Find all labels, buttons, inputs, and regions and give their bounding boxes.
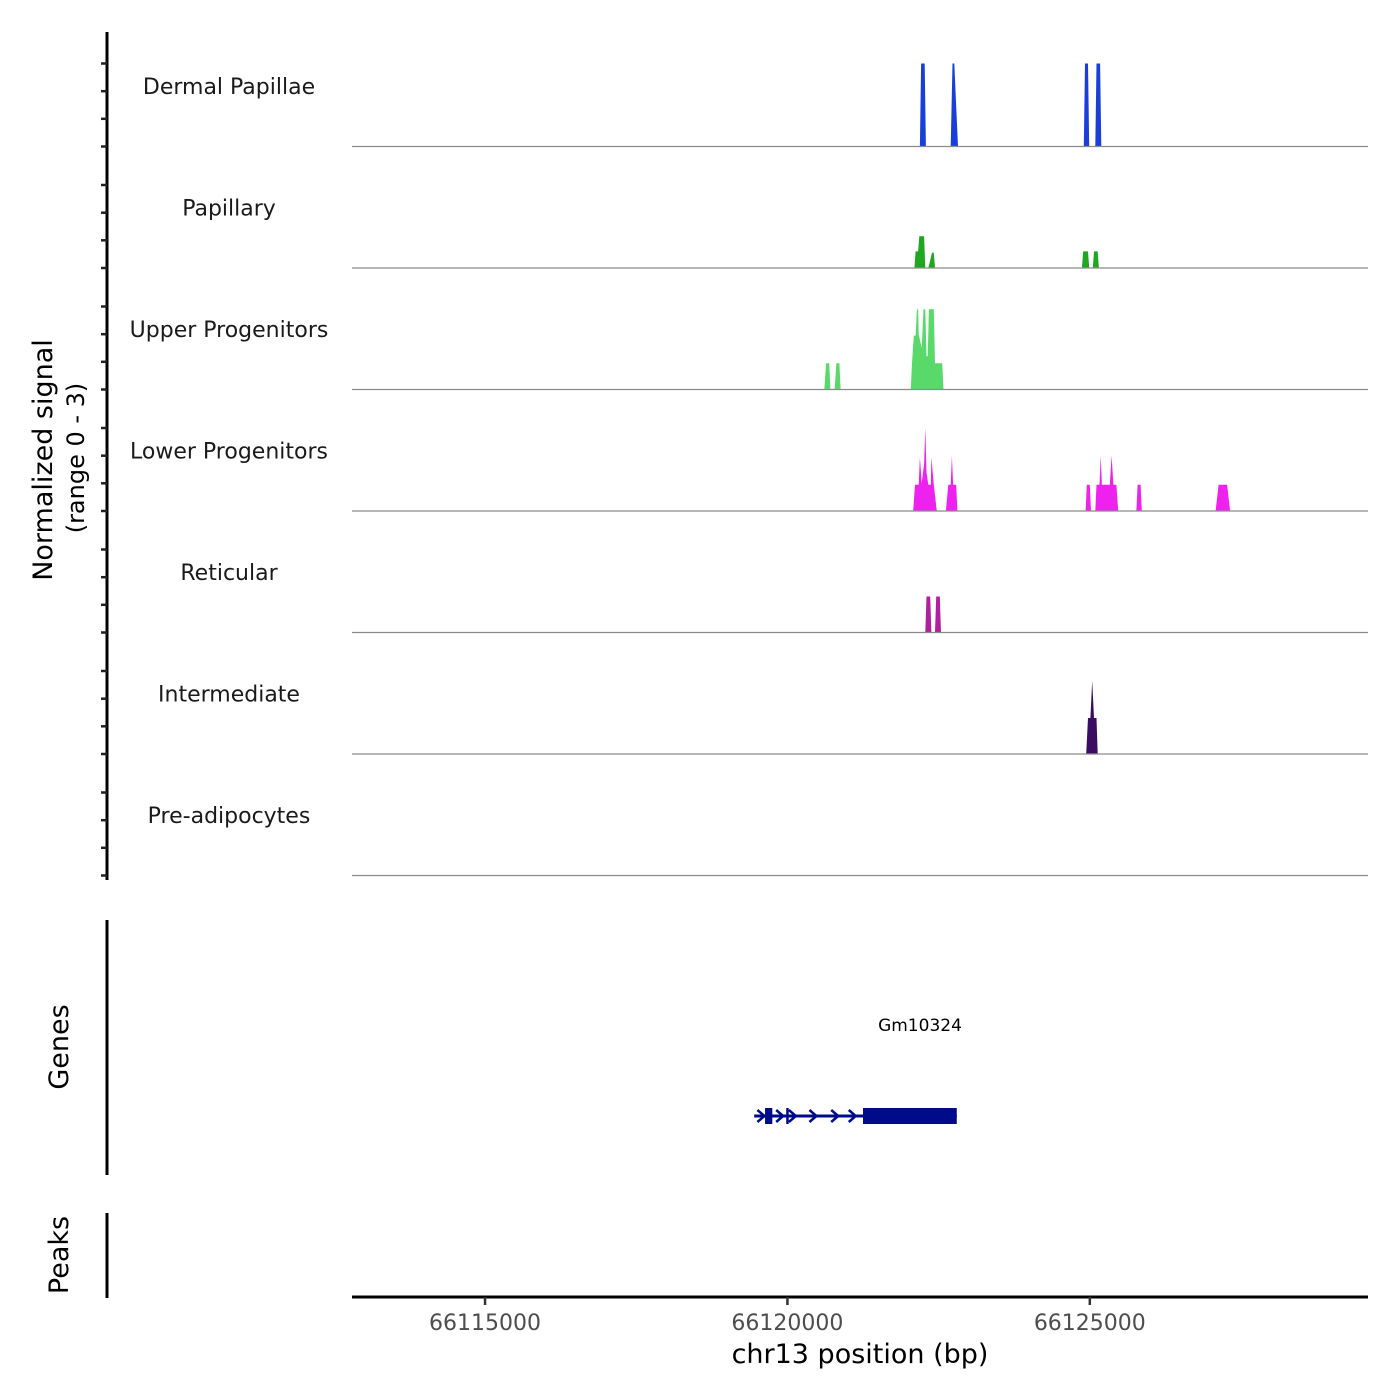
- x-tick-label-66120000: 66120000: [731, 1311, 843, 1336]
- signal-y-axis-ticks: [101, 62, 107, 877]
- track-label-upper-progenitors: Upper Progenitors: [130, 318, 329, 343]
- gene-strand-arrow-0: [756, 1109, 767, 1123]
- track-label-lower-progenitors: Lower Progenitors: [130, 439, 328, 464]
- signal-area-reticular: [352, 596, 1368, 633]
- signal-area-dermal-papillae: [352, 63, 1368, 147]
- y-axis-title-line1: Normalized signal: [28, 339, 59, 581]
- signal-area-intermediate: [352, 680, 1368, 754]
- x-tick-label-66115000: 66115000: [429, 1311, 541, 1336]
- gene-label: Gm10324: [878, 1016, 962, 1036]
- x-tick-label-66125000: 66125000: [1034, 1311, 1146, 1336]
- gene-strand-arrow-4: [830, 1109, 841, 1123]
- x-axis-title: chr13 position (bp): [732, 1339, 989, 1370]
- track-label-reticular: Reticular: [180, 561, 278, 586]
- track-label-intermediate: Intermediate: [158, 682, 300, 707]
- gene-strand-arrow-3: [808, 1109, 819, 1123]
- track-label-pre-adipocytes: Pre-adipocytes: [148, 804, 311, 829]
- gene-exon-0: [765, 1108, 773, 1124]
- gene-track: Gm10324: [754, 1016, 962, 1124]
- gene-model: [754, 1108, 957, 1124]
- track-dermal-papillae: Dermal Papillae: [143, 63, 1368, 148]
- gene-exon-1: [786, 1108, 789, 1124]
- y-axis-title-line2: (range 0 - 3): [62, 383, 90, 534]
- gene-strand-arrow-1: [775, 1109, 786, 1123]
- signal-area-papillary: [352, 236, 1368, 268]
- gene-exon-2: [863, 1108, 957, 1124]
- track-reticular: Reticular: [180, 561, 1368, 634]
- track-label-papillary: Papillary: [182, 196, 276, 221]
- gene-strand-arrow-5: [847, 1109, 858, 1123]
- track-intermediate: Intermediate: [158, 680, 1368, 755]
- track-papillary: Papillary: [182, 196, 1368, 269]
- track-upper-progenitors: Upper Progenitors: [130, 307, 1368, 391]
- signal-area-lower-progenitors: [352, 428, 1368, 511]
- peaks-axis-title: Peaks: [44, 1216, 75, 1294]
- gene-strand-arrow-2: [788, 1109, 798, 1123]
- genes-axis-title: Genes: [44, 1004, 75, 1089]
- track-lower-progenitors: Lower Progenitors: [130, 428, 1368, 512]
- track-label-dermal-papillae: Dermal Papillae: [143, 75, 315, 100]
- track-pre-adipocytes: Pre-adipocytes: [148, 804, 1368, 877]
- x-axis-ticks: 66115000 66120000 66125000: [429, 1297, 1146, 1336]
- coverage-tracks: Dermal Papillae Papillary Upper Progenitor…: [130, 63, 1368, 877]
- signal-area-upper-progenitors: [352, 307, 1368, 390]
